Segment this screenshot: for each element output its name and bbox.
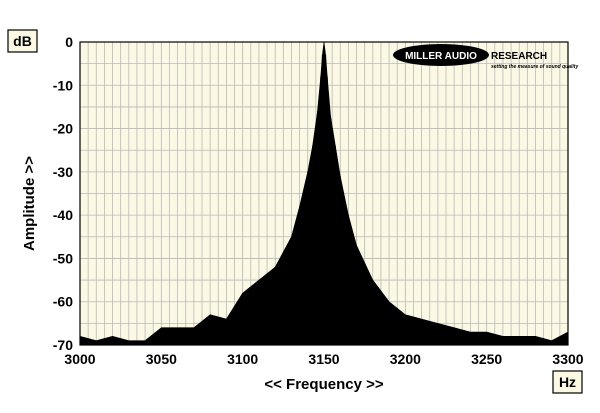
x-axis-label: << Frequency >> — [264, 376, 383, 393]
y-tick-label: -40 — [53, 207, 73, 223]
x-tick-label: 3100 — [227, 351, 258, 367]
y-tick-label: 0 — [65, 34, 73, 50]
x-unit-label: Hz — [559, 374, 576, 390]
logo-oval — [393, 44, 489, 66]
y-tick-label: -20 — [53, 121, 73, 137]
logo-tagline: setting the measure of sound quality — [491, 64, 578, 70]
x-tick-label: 3150 — [308, 351, 339, 367]
y-unit-box: dB — [7, 29, 38, 53]
logo-image: MILLER AUDIO RESEARCH setting the measur… — [393, 44, 578, 70]
x-tick-layer: 3000 3050 3100 3150 3200 3250 3300 — [64, 351, 583, 367]
y-tick-label: -10 — [53, 77, 73, 93]
y-unit-label: dB — [13, 33, 32, 49]
logo-word-1: MILLER AUDIO — [405, 51, 477, 62]
x-tick-label: 3000 — [64, 351, 95, 367]
x-tick-label: 3050 — [146, 351, 177, 367]
logo-word-2: RESEARCH — [491, 51, 547, 62]
y-tick-label: -30 — [53, 164, 73, 180]
y-axis-label: Amplitude >> — [21, 156, 38, 251]
x-unit-box: Hz — [552, 370, 583, 394]
x-tick-label: 3300 — [552, 351, 583, 367]
y-tick-label: -50 — [53, 250, 73, 266]
series-layer — [79, 41, 569, 346]
x-tick-label: 3200 — [390, 351, 421, 367]
x-tick-label: 3250 — [471, 351, 502, 367]
x-unit-border — [552, 370, 583, 394]
y-unit-border — [7, 29, 38, 53]
y-tick-layer: 0 -10 -20 -30 -40 -50 -60 -70 — [53, 34, 73, 353]
plot-frame — [79, 41, 569, 346]
y-tick-label: -70 — [53, 337, 73, 353]
y-tick-label: -60 — [53, 294, 73, 310]
